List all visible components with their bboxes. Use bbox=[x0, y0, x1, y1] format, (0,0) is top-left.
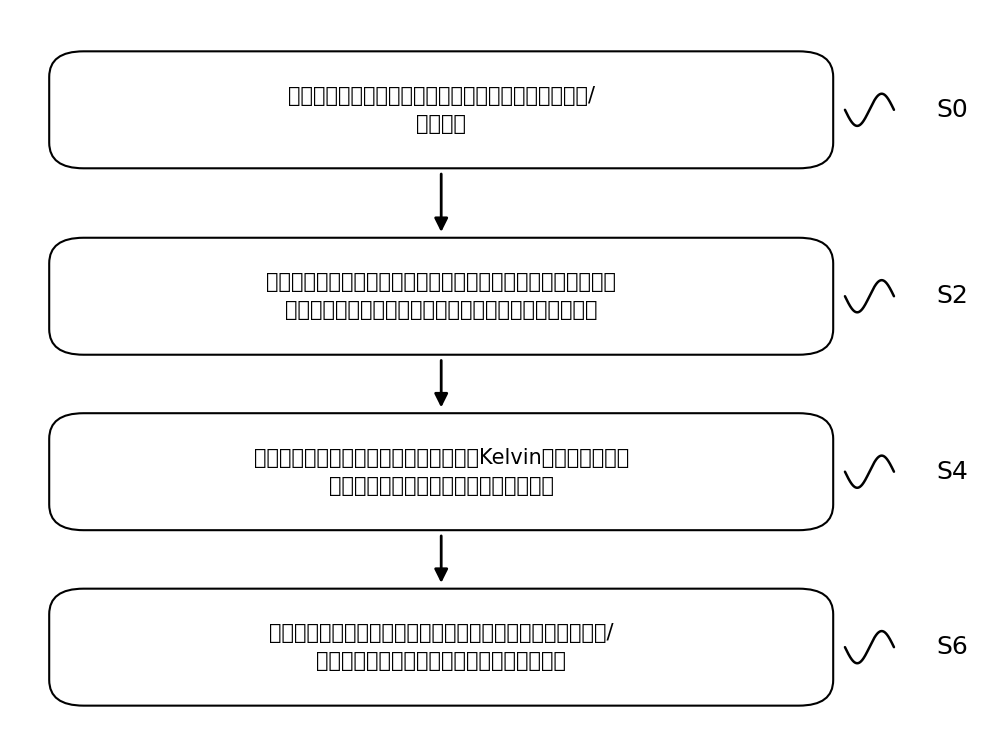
Text: 根据所述不同相对压力下对应的临界凝聚孔径和所述氮气吸附/
脱附曲线，确定所述待测页岩样品的孔径分布: 根据所述不同相对压力下对应的临界凝聚孔径和所述氮气吸附/ 脱附曲线，确定所述待测… bbox=[269, 623, 613, 671]
Text: S0: S0 bbox=[936, 98, 968, 122]
Text: S6: S6 bbox=[936, 635, 968, 659]
FancyBboxPatch shape bbox=[49, 413, 833, 530]
Text: 根据所述纳米孔液氮表面张力计算模型对Kelvin方程进行修正，
获得不同相对压力下对应的临界凝聚孔径: 根据所述纳米孔液氮表面张力计算模型对Kelvin方程进行修正， 获得不同相对压力… bbox=[254, 448, 629, 495]
Text: S4: S4 bbox=[936, 460, 968, 483]
Text: 基于液氮等温吸附实验，获得待测页岩样品的氮气吸附/
脱附曲线: 基于液氮等温吸附实验，获得待测页岩样品的氮气吸附/ 脱附曲线 bbox=[288, 86, 595, 134]
FancyBboxPatch shape bbox=[49, 238, 833, 355]
Text: 基于纳米孔隙中流体临界温度变化信息以及弯液面曲率对纳米孔
表面张力的影响信息，建立纳米孔液氮表面张力计算模型: 基于纳米孔隙中流体临界温度变化信息以及弯液面曲率对纳米孔 表面张力的影响信息，建… bbox=[266, 272, 616, 320]
FancyBboxPatch shape bbox=[49, 51, 833, 169]
Text: S2: S2 bbox=[936, 284, 968, 308]
FancyBboxPatch shape bbox=[49, 589, 833, 706]
